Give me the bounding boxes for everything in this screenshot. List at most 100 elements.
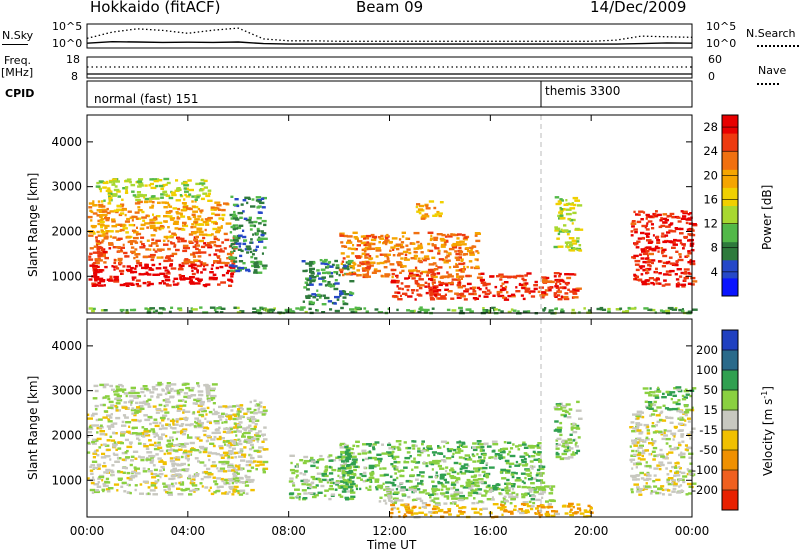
- heat-cell: [224, 479, 228, 482]
- heat-cell: [674, 426, 678, 429]
- heat-cell: [484, 490, 489, 493]
- heat-cell: [233, 238, 238, 242]
- heat-cell: [124, 187, 128, 190]
- heat-cell: [196, 271, 199, 274]
- heat-cell: [242, 210, 245, 213]
- heat-cell: [109, 469, 114, 472]
- heat-cell: [208, 276, 215, 279]
- heat-cell: [305, 269, 308, 272]
- heat-cell: [87, 413, 90, 416]
- heat-cell: [636, 453, 642, 456]
- heat-cell: [206, 397, 211, 400]
- heat-cell: [191, 478, 195, 481]
- heat-cell: [99, 277, 104, 280]
- heat-cell: [488, 309, 492, 312]
- heat-cell: [368, 257, 372, 261]
- heat-cell: [334, 259, 338, 263]
- heat-cell: [149, 443, 154, 447]
- heat-cell: [232, 417, 239, 421]
- heat-cell: [681, 285, 686, 288]
- heat-cell: [401, 493, 406, 496]
- heat-cell: [599, 308, 602, 311]
- heat-cell: [443, 445, 446, 448]
- heat-cell: [632, 453, 638, 457]
- heat-cell: [200, 263, 203, 266]
- power-ytick-label: 4000: [51, 135, 82, 149]
- heat-cell: [100, 225, 103, 229]
- heat-cell: [564, 241, 569, 244]
- heat-cell: [390, 463, 394, 466]
- heat-cell: [87, 477, 90, 480]
- heat-cell: [399, 489, 405, 492]
- heat-cell: [455, 497, 461, 500]
- heat-cell: [451, 481, 455, 484]
- heat-cell: [669, 416, 674, 420]
- heat-cell: [476, 258, 479, 262]
- heat-cell: [391, 445, 396, 449]
- heat-cell: [326, 481, 330, 484]
- heat-cell: [136, 217, 139, 220]
- heat-cell: [108, 196, 113, 200]
- power-ytick-label: 1000: [51, 269, 82, 283]
- heat-cell: [107, 418, 111, 421]
- heat-cell: [637, 446, 643, 449]
- heat-cell: [477, 286, 481, 290]
- heat-cell: [124, 191, 129, 194]
- heat-cell: [554, 196, 560, 199]
- heat-cell: [446, 271, 449, 274]
- heat-cell: [669, 421, 674, 424]
- heat-cell: [194, 473, 200, 476]
- heat-cell: [403, 258, 410, 261]
- heat-cell: [246, 251, 249, 254]
- heat-cell: [480, 445, 485, 449]
- heat-cell: [248, 216, 252, 219]
- heat-cell: [650, 281, 655, 285]
- heat-cell: [203, 186, 208, 189]
- heat-cell: [375, 488, 379, 491]
- heat-cell: [206, 219, 212, 222]
- heat-cell: [226, 269, 231, 273]
- heat-cell: [324, 470, 328, 473]
- heat-cell: [225, 418, 228, 422]
- heat-cell: [172, 280, 175, 283]
- heat-cell: [687, 261, 693, 264]
- heat-cell: [521, 485, 527, 489]
- heat-cell: [120, 272, 123, 275]
- heat-cell: [547, 505, 554, 509]
- heat-cell: [105, 481, 111, 484]
- heat-cell: [432, 262, 437, 265]
- heat-cell: [536, 472, 541, 475]
- heat-cell: [115, 385, 120, 388]
- heat-cell: [176, 391, 181, 395]
- heat-cell: [304, 470, 308, 473]
- heat-cell: [209, 241, 214, 244]
- heat-cell: [501, 504, 505, 507]
- heat-cell: [368, 464, 375, 468]
- heat-cell: [500, 500, 505, 504]
- heat-cell: [418, 278, 424, 281]
- heat-cell: [252, 460, 257, 463]
- heat-cell: [142, 194, 147, 197]
- heat-cell: [622, 310, 628, 313]
- heat-cell: [208, 489, 211, 492]
- heat-cell: [130, 242, 133, 246]
- heat-cell: [346, 449, 351, 452]
- heat-cell: [684, 448, 689, 451]
- heat-cell: [128, 223, 134, 227]
- heat-cell: [142, 219, 146, 222]
- heat-cell: [545, 514, 551, 518]
- heat-cell: [208, 410, 213, 414]
- heat-cell: [471, 507, 478, 511]
- heat-cell: [507, 510, 514, 513]
- heat-cell: [356, 244, 361, 247]
- heat-cell: [674, 273, 678, 276]
- heat-cell: [147, 415, 153, 419]
- heat-cell: [497, 294, 504, 298]
- heat-cell: [232, 466, 236, 470]
- heat-cell: [425, 503, 431, 507]
- heat-cell: [184, 418, 188, 422]
- heat-cell: [679, 227, 684, 231]
- heat-cell: [422, 489, 427, 492]
- heat-cell: [501, 448, 506, 451]
- heat-cell: [115, 267, 120, 270]
